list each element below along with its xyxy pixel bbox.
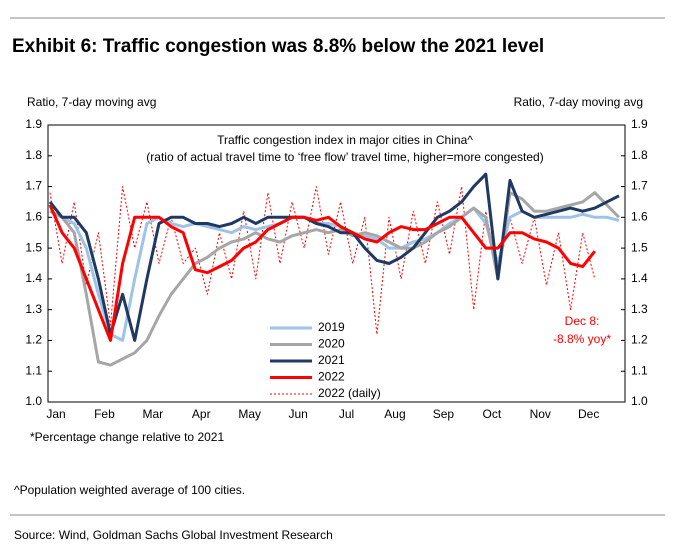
x-tick-label: Sep bbox=[433, 407, 455, 421]
legend-label: 2021 bbox=[318, 353, 345, 367]
legend-label: 2020 bbox=[318, 337, 345, 351]
y-tick-label: 1.6 bbox=[25, 210, 42, 224]
y2-tick-label: 1.0 bbox=[631, 394, 648, 408]
y2-tick-label: 1.2 bbox=[631, 333, 648, 347]
y2-tick-label: 1.7 bbox=[631, 179, 648, 193]
series-line bbox=[48, 172, 620, 342]
source: Source: Wind, Goldman Sachs Global Inves… bbox=[14, 528, 333, 542]
x-tick-label: May bbox=[238, 407, 261, 421]
x-tick-label: Jul bbox=[339, 407, 354, 421]
title: Exhibit 6: Traffic congestion was 8.8% b… bbox=[12, 36, 544, 57]
y-tick-label: 1.1 bbox=[25, 363, 42, 377]
x-tick-label: Mar bbox=[143, 407, 164, 421]
y2-tick-label: 1.5 bbox=[631, 240, 648, 254]
y2-tick-label: 1.4 bbox=[631, 271, 648, 285]
x-tick-label: Feb bbox=[94, 407, 115, 421]
y-tick-label: 1.3 bbox=[25, 302, 42, 316]
legend-label: 2022 (daily) bbox=[318, 386, 381, 400]
legend-label: 2022 bbox=[318, 370, 345, 384]
y-tick-label: 1.9 bbox=[25, 117, 42, 131]
annotation: Traffic congestion index in major cities… bbox=[217, 133, 473, 147]
x-tick-label: Oct bbox=[482, 407, 501, 421]
x-tick-label: Jan bbox=[46, 407, 65, 421]
footnote: *Percentage change relative to 2021 bbox=[30, 430, 224, 444]
annotation: (ratio of actual travel time to ‘free fl… bbox=[146, 150, 543, 164]
note: ^Population weighted average of 100 citi… bbox=[14, 483, 245, 497]
y2-tick-label: 1.3 bbox=[631, 302, 648, 316]
legend-label: 2019 bbox=[318, 320, 345, 334]
y2-tick-label: 1.1 bbox=[631, 363, 648, 377]
series-line bbox=[49, 186, 596, 335]
y-tick-label: 1.4 bbox=[25, 271, 42, 285]
y-axis-label: Ratio, 7-day moving avg bbox=[27, 95, 156, 109]
x-tick-label: Dec bbox=[578, 407, 599, 421]
y-tick-label: 1.7 bbox=[25, 179, 42, 193]
x-tick-label: Jun bbox=[288, 407, 307, 421]
y2-tick-label: 1.9 bbox=[631, 117, 648, 131]
y-tick-label: 1.0 bbox=[25, 394, 42, 408]
x-tick-label: Aug bbox=[384, 407, 405, 421]
annotation: -8.8% yoy* bbox=[553, 332, 611, 346]
y2-tick-label: 1.8 bbox=[631, 148, 648, 162]
x-tick-label: Apr bbox=[192, 407, 211, 421]
y2-axis-label: Ratio, 7-day moving avg bbox=[514, 95, 643, 109]
y2-tick-label: 1.6 bbox=[631, 210, 648, 224]
y-tick-label: 1.5 bbox=[25, 240, 42, 254]
plot-frame bbox=[47, 124, 626, 403]
y-tick-label: 1.2 bbox=[25, 333, 42, 347]
series-line bbox=[48, 204, 596, 342]
x-tick-label: Nov bbox=[530, 407, 551, 421]
annotation: Dec 8: bbox=[565, 314, 600, 328]
y-tick-label: 1.8 bbox=[25, 148, 42, 162]
